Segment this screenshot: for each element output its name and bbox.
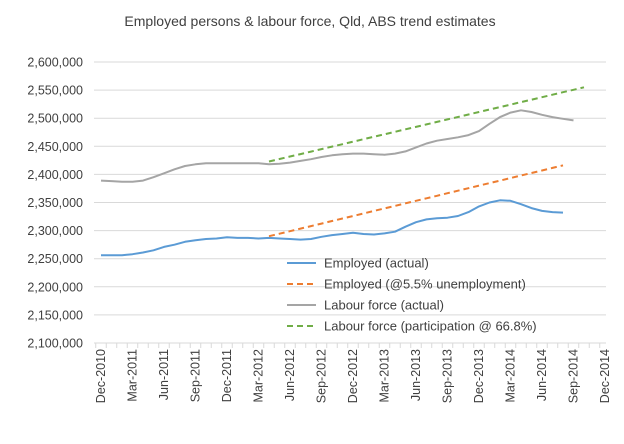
y-tick-label: 2,400,000 — [27, 168, 83, 182]
y-tick-label: 2,450,000 — [27, 140, 83, 154]
x-tick-label: Jun-2011 — [157, 349, 171, 400]
x-tick-label: Mar-2011 — [126, 349, 140, 402]
y-tick-label: 2,100,000 — [27, 337, 83, 351]
series-line-2 — [268, 164, 564, 238]
legend: Employed (actual) Employed (@5.5% unemplo… — [287, 256, 537, 334]
x-tick-label: Sep-2013 — [441, 349, 455, 403]
chart-title: Employed persons & labour force, Qld, AB… — [124, 13, 495, 29]
x-tick-label: Dec-2011 — [220, 349, 234, 402]
y-tick-label: 2,250,000 — [27, 252, 83, 266]
x-tick-label: Jun-2013 — [409, 349, 423, 401]
series-line-1 — [101, 199, 564, 257]
x-tick-label: Dec-2013 — [472, 349, 486, 403]
legend-label: Labour force (participation @ 66.8%) — [324, 319, 537, 334]
x-tick-label: Dec-2010 — [94, 349, 108, 403]
x-tick-label: Sep-2014 — [567, 349, 581, 403]
series-line-4 — [268, 86, 585, 163]
x-axis-tick-labels: Dec-2010 Mar-2011 Jun-2011 Sep-2011 Dec-2011… — [94, 349, 612, 403]
series-line-3 — [100, 109, 574, 183]
y-tick-label: 2,350,000 — [27, 196, 83, 210]
x-tick-label: Dec-2012 — [346, 349, 360, 403]
y-axis-tick-labels: 2,100,000 2,150,000 2,200,000 2,250,000 2,30… — [27, 56, 83, 351]
x-tick-label: Mar-2014 — [504, 349, 518, 403]
legend-label: Employed (@5.5% unemployment) — [324, 277, 526, 292]
x-tick-label: Sep-2012 — [315, 349, 329, 403]
series-lines — [100, 86, 585, 257]
legend-label: Employed (actual) — [324, 256, 429, 271]
legend-label: Labour force (actual) — [324, 298, 444, 313]
gridlines — [94, 61, 606, 316]
x-tick-label: Jun-2014 — [535, 349, 549, 401]
y-tick-label: 2,500,000 — [27, 112, 83, 126]
x-axis-tick-marks — [95, 343, 601, 348]
x-tick-label: Jun-2012 — [283, 349, 297, 401]
x-tick-label: Sep-2011 — [189, 349, 203, 402]
y-tick-label: 2,300,000 — [27, 224, 83, 238]
x-tick-label: Dec-2014 — [598, 349, 612, 403]
y-tick-label: 2,150,000 — [27, 308, 83, 322]
y-tick-label: 2,550,000 — [27, 84, 83, 98]
y-tick-label: 2,200,000 — [27, 280, 83, 294]
x-tick-label: Mar-2013 — [378, 349, 392, 403]
x-tick-label: Mar-2012 — [252, 349, 266, 403]
y-tick-label: 2,600,000 — [27, 56, 83, 70]
